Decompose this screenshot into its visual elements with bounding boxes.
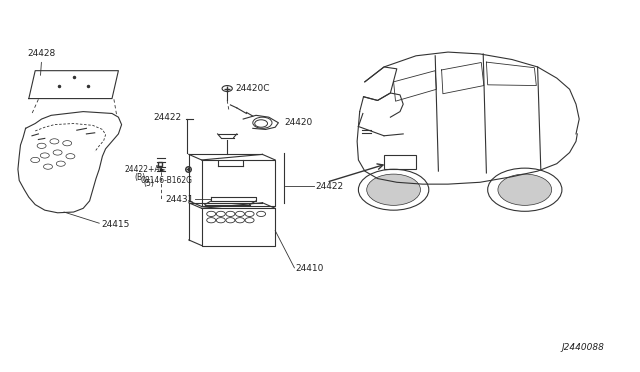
Circle shape (498, 174, 552, 205)
Text: 24422+A►: 24422+A► (125, 165, 166, 174)
Bar (384, 155, 416, 169)
Text: (B): (B) (134, 173, 145, 182)
Text: 24410: 24410 (296, 264, 324, 273)
Text: 24428: 24428 (28, 49, 56, 58)
Text: 24422: 24422 (154, 113, 182, 122)
Text: 24420: 24420 (285, 118, 313, 126)
Text: 08146-B162G: 08146-B162G (141, 176, 193, 185)
Text: J2440088: J2440088 (562, 343, 605, 352)
Text: 24415: 24415 (101, 220, 129, 229)
Text: 24431: 24431 (165, 195, 193, 203)
Text: 24420C: 24420C (236, 84, 270, 93)
Text: (5): (5) (143, 179, 154, 187)
Circle shape (367, 174, 420, 205)
Text: 24422: 24422 (315, 182, 343, 190)
